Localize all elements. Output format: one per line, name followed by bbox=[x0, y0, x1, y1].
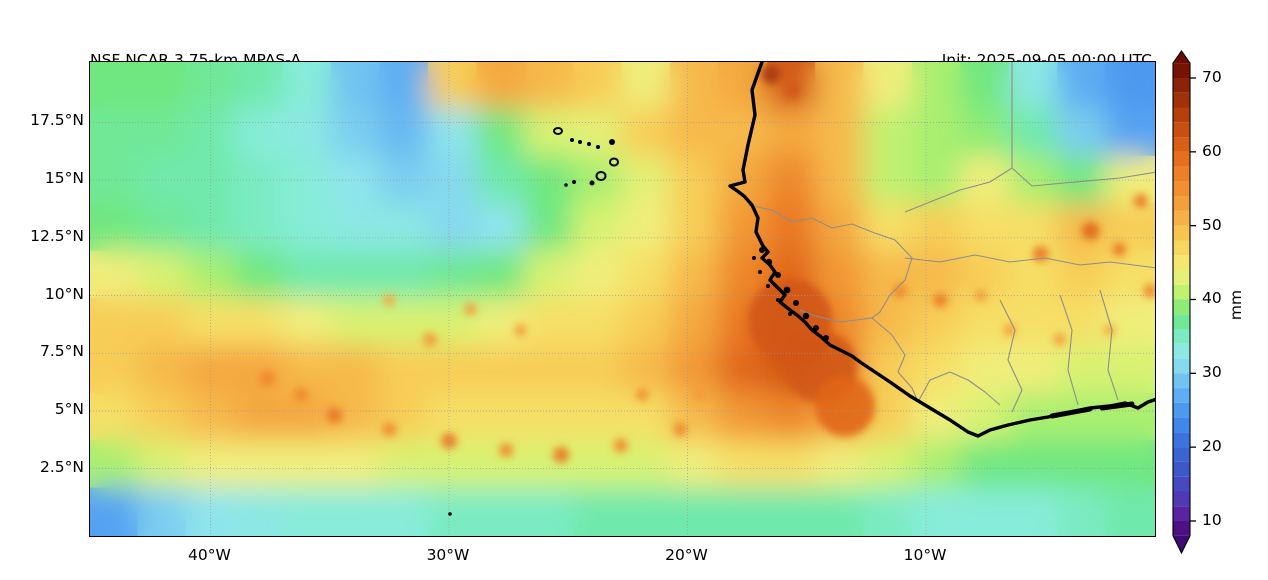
y-tick-label: 5°N bbox=[54, 399, 84, 418]
colorbar-segment bbox=[1173, 240, 1190, 256]
colorbar-segment bbox=[1173, 476, 1190, 492]
colorbar-segment bbox=[1173, 63, 1190, 78]
colorbar-arrow-over bbox=[1173, 51, 1190, 64]
coastline bbox=[728, 62, 1155, 438]
colorbar-segment bbox=[1173, 521, 1190, 536]
colorbar bbox=[1172, 50, 1196, 555]
cape-verde-islands bbox=[448, 127, 619, 516]
colorbar-arrow-under bbox=[1173, 535, 1190, 553]
colorbar-segment bbox=[1173, 181, 1190, 197]
colorbar-segment bbox=[1173, 166, 1190, 182]
colorbar-segment bbox=[1173, 417, 1190, 433]
colorbar-tick-label: 60 bbox=[1202, 141, 1222, 160]
colorbar-segment bbox=[1173, 343, 1190, 359]
colorbar-segment bbox=[1173, 506, 1190, 521]
graticule bbox=[90, 62, 1155, 536]
x-tick-label: 40°W bbox=[188, 546, 231, 564]
colorbar-segment bbox=[1173, 270, 1190, 285]
colorbar-segment bbox=[1173, 196, 1190, 211]
colorbar-segment bbox=[1173, 432, 1190, 448]
country-borders bbox=[747, 62, 1155, 413]
colorbar-segment bbox=[1173, 358, 1190, 374]
colorbar-outline bbox=[1172, 50, 1191, 555]
colorbar-segment bbox=[1173, 373, 1190, 389]
y-tick-label: 12.5°N bbox=[30, 226, 84, 245]
x-tick-label: 10°W bbox=[903, 546, 947, 564]
precipitable-water-map bbox=[90, 62, 1155, 536]
y-tick-label: 7.5°N bbox=[40, 342, 84, 361]
x-tick-label: 20°W bbox=[665, 546, 708, 564]
colorbar-segment bbox=[1173, 491, 1190, 507]
colorbar-tick-label: 30 bbox=[1202, 363, 1222, 382]
colorbar-tick-label: 10 bbox=[1202, 510, 1222, 529]
colorbar-segment bbox=[1173, 225, 1190, 241]
y-tick-label: 10°N bbox=[44, 284, 84, 303]
tpw-field-smooth bbox=[90, 62, 1155, 536]
y-tick-label: 17.5°N bbox=[30, 111, 84, 130]
colorbar-segment bbox=[1173, 447, 1190, 462]
colorbar-tick-label: 40 bbox=[1202, 289, 1222, 308]
colorbar-segment bbox=[1173, 255, 1190, 270]
y-tick-label: 15°N bbox=[44, 169, 84, 188]
colorbar-tick-label: 50 bbox=[1202, 215, 1222, 234]
colorbar-segment bbox=[1173, 284, 1190, 300]
colorbar-segment bbox=[1173, 388, 1190, 403]
colorbar-tick-label: 20 bbox=[1202, 437, 1222, 456]
colorbar-segment bbox=[1173, 137, 1190, 152]
colorbar-segment bbox=[1173, 299, 1190, 315]
colorbar-tick-label: 70 bbox=[1202, 68, 1222, 86]
colorbar-segment bbox=[1173, 329, 1190, 344]
map-plot-area bbox=[89, 61, 1156, 537]
colorbar-segment bbox=[1173, 78, 1190, 93]
colorbar-segment bbox=[1173, 210, 1190, 226]
colorbar-segment bbox=[1173, 402, 1190, 418]
colorbar-segment bbox=[1173, 107, 1190, 123]
colorbar-segment bbox=[1173, 461, 1190, 477]
y-tick-label: 2.5°N bbox=[40, 457, 84, 476]
colorbar-segment bbox=[1173, 122, 1190, 138]
x-tick-label: 30°W bbox=[426, 546, 470, 564]
colorbar-segment bbox=[1173, 151, 1190, 167]
colorbar-segment bbox=[1173, 92, 1190, 108]
colorbar-segment bbox=[1173, 314, 1190, 330]
